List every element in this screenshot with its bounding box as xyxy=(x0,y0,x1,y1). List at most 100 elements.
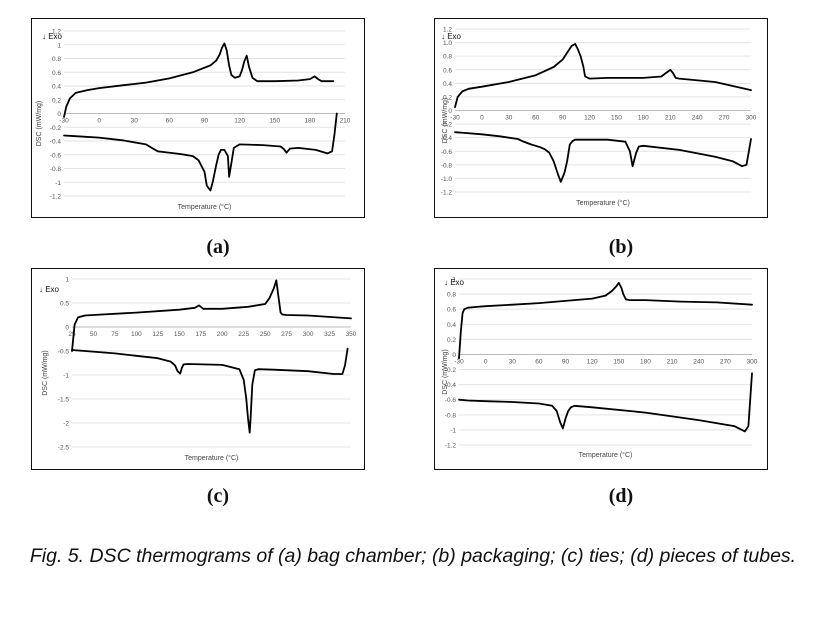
x-tick-label: 150 xyxy=(269,118,280,125)
y-tick-label: 1 xyxy=(57,42,61,49)
y-tick-label: 0.2 xyxy=(443,94,452,101)
series-line-2 xyxy=(63,112,338,192)
x-axis-title: Temperature (°C) xyxy=(185,454,239,462)
x-tick-label: 120 xyxy=(234,118,245,125)
x-tick-label: 300 xyxy=(747,358,758,365)
x-tick-label: 90 xyxy=(562,358,570,365)
y-tick-label: -0.4 xyxy=(50,139,62,146)
x-tick-label: 25 xyxy=(68,331,76,338)
x-tick-label: 60 xyxy=(166,118,174,125)
chart-panel-d: 1 0.8 0.6 0.4 0.2 0 -0.2 -0.4 -0.6 -0.8 -1 -1.2 -30 0… xyxy=(434,268,768,470)
y-tick-label: 0.6 xyxy=(443,67,452,74)
y-tick-label: 1 xyxy=(65,277,69,284)
x-tick-label: 300 xyxy=(746,115,757,122)
x-tick-label: 270 xyxy=(720,358,731,365)
x-tick-label: 350 xyxy=(346,331,357,338)
y-tick-label: -0.6 xyxy=(445,397,457,404)
x-tick-label: 150 xyxy=(174,331,185,338)
y-tick-label: -1.0 xyxy=(441,176,453,183)
x-tick-label: 90 xyxy=(559,115,567,122)
exo-annotation: ↓ Exo xyxy=(42,32,63,41)
x-tick-label: 60 xyxy=(532,115,540,122)
y-tick-label: 0.2 xyxy=(52,97,61,104)
x-tick-label: 250 xyxy=(260,331,271,338)
y-tick-label: 0.4 xyxy=(447,322,456,329)
y-tick-label: -1 xyxy=(63,373,69,380)
chart-svg-a: 1.2 1 0.8 0.6 0.4 0.2 0 -0.2 -0.4 -0.6 -0.8 -1 -1.2 -… xyxy=(36,29,351,212)
y-tick-label: -1.2 xyxy=(441,190,453,197)
y-tick-label: -2 xyxy=(63,421,69,428)
y-tick-label: 0 xyxy=(452,352,456,359)
x-tick-label: 0 xyxy=(480,115,484,122)
y-tick-label: 1.2 xyxy=(443,27,452,34)
x-tick-label: 175 xyxy=(195,331,206,338)
series-line-2 xyxy=(458,372,753,433)
x-tick-label: -30 xyxy=(454,358,464,365)
x-tick-label: 325 xyxy=(324,331,335,338)
x-tick-label: 50 xyxy=(90,331,98,338)
y-tick-label: 0 xyxy=(65,325,69,332)
x-tick-label: 270 xyxy=(719,115,730,122)
series-line-2 xyxy=(454,131,752,183)
x-tick-label: 240 xyxy=(692,115,703,122)
x-tick-label: 30 xyxy=(131,118,139,125)
x-tick-label: 90 xyxy=(201,118,209,125)
y-tick-label: -0.2 xyxy=(441,122,453,129)
x-tick-label: 240 xyxy=(693,358,704,365)
x-tick-label: 0 xyxy=(484,358,488,365)
y-tick-label: -0.8 xyxy=(50,166,62,173)
sublabel-c: (c) xyxy=(206,485,230,507)
y-tick-label: -1 xyxy=(55,180,61,187)
y-tick-label: -0.2 xyxy=(50,125,62,132)
y-tick-label: -1.5 xyxy=(58,397,70,404)
x-tick-label: 30 xyxy=(505,115,513,122)
x-tick-label: 100 xyxy=(131,331,142,338)
chart-svg-b: 1.2 1.0 0.8 0.6 0.4 0.2 0 -0.2 -0.4 -0.6 -0.8 -1.0 -… xyxy=(441,27,757,208)
x-tick-label: 180 xyxy=(304,118,315,125)
x-tick-label: 210 xyxy=(340,118,351,125)
x-axis-title: Temperature (°C) xyxy=(576,199,630,207)
chart-svg-c: 1 0.5 0 -0.5 -1 -1.5 -2 -2.5 25 50 75 100 125 150 175 2… xyxy=(39,277,357,463)
series-line-1 xyxy=(458,281,753,360)
y-tick-label: 0.4 xyxy=(52,84,61,91)
y-tick-label: 0.6 xyxy=(52,70,61,77)
y-tick-label: -0.2 xyxy=(445,367,457,374)
x-tick-label: 210 xyxy=(667,358,678,365)
y-tick-label: -1.2 xyxy=(445,443,457,450)
x-tick-label: 180 xyxy=(640,358,651,365)
x-tick-label: 150 xyxy=(613,358,624,365)
series-line-1 xyxy=(454,42,752,108)
y-tick-label: -0.6 xyxy=(441,149,453,156)
y-axis-title: DSC (mW/mg) xyxy=(42,350,49,396)
figure-caption: Fig. 5. DSC thermograms of (a) bag chamb… xyxy=(29,545,797,567)
y-tick-label: -0.4 xyxy=(441,135,453,142)
chart-panel-a: 1.2 1 0.8 0.6 0.4 0.2 0 -0.2 -0.4 -0.6 -0.8 -1 -1.2 -… xyxy=(31,18,365,218)
x-tick-label: 120 xyxy=(587,358,598,365)
y-tick-label: 0.4 xyxy=(443,81,452,88)
exo-annotation: ↓ Exo xyxy=(444,278,465,287)
chart-panel-b: 1.2 1.0 0.8 0.6 0.4 0.2 0 -0.2 -0.4 -0.6 -0.8 -1.0 -… xyxy=(434,18,768,218)
chart-svg-d: 10.80.60.40.20-0.2-0.4-0.6-0.8-1-1.2-30 0… xyxy=(442,277,758,460)
x-tick-label: 275 xyxy=(281,331,292,338)
x-tick-label: 180 xyxy=(638,115,649,122)
x-axis-title: Temperature (°C) xyxy=(579,451,633,459)
y-tick-label: 1.0 xyxy=(443,40,452,47)
x-axis-title: Temperature (°C) xyxy=(178,203,232,211)
x-tick-label: 30 xyxy=(509,358,517,365)
y-tick-label: 0.8 xyxy=(52,56,61,63)
y-tick-label: -2.5 xyxy=(58,445,70,452)
y-tick-label: 0 xyxy=(57,111,61,118)
y-tick-label: 1.2 xyxy=(52,29,61,36)
y-axis-title: DSC (mW/mg) xyxy=(36,101,43,147)
x-tick-label: 225 xyxy=(238,331,249,338)
y-tick-label: 0.8 xyxy=(443,54,452,61)
y-tick-label: 0 xyxy=(448,108,452,115)
x-tick-label: -30 xyxy=(450,115,460,122)
x-tick-label: 150 xyxy=(611,115,622,122)
sublabel-a: (a) xyxy=(206,236,230,258)
series-line-1 xyxy=(71,279,352,352)
y-tick-label: -0.4 xyxy=(445,382,457,389)
y-tick-label: -1.2 xyxy=(50,194,62,201)
series-line-2 xyxy=(71,347,349,434)
sublabel-d: (d) xyxy=(608,485,634,507)
